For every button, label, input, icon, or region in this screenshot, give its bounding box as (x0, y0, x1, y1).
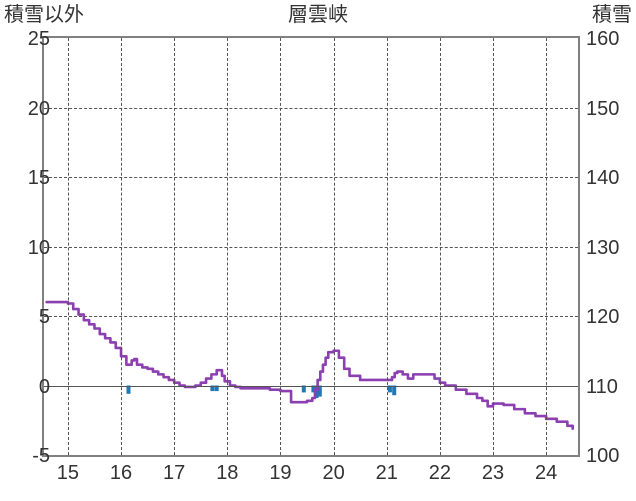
x-axis-tick-label: 24 (534, 462, 558, 484)
left-axis-title: 積雪以外 (4, 4, 84, 26)
precipitation-bar (126, 385, 131, 394)
precipitation-bar (387, 385, 392, 393)
x-axis-tick-label: 18 (216, 462, 239, 484)
x-axis-tick-label: 22 (428, 462, 451, 484)
y-axis-tick-label: 0 (38, 375, 50, 398)
precipitation-bar (210, 385, 215, 392)
chart-svg (45, 300, 574, 430)
y-axis-right-tick-label: 100 (586, 445, 620, 467)
y-axis-tick-label: 25 (27, 28, 50, 50)
x-axis-tick-label: 19 (269, 462, 292, 484)
y-axis-tick-label: -5 (32, 445, 50, 467)
y-axis-tick-label: 5 (38, 306, 50, 328)
horizontal-gridline (44, 177, 578, 178)
zero-line (44, 385, 578, 387)
x-axis-tick-label: 23 (481, 462, 505, 484)
horizontal-gridline (44, 107, 578, 109)
y-axis-right-tick-label: 140 (586, 167, 620, 189)
precipitation-bar (317, 385, 322, 397)
right-axis-title: 積雪 (592, 4, 632, 26)
plot-area (42, 36, 580, 457)
x-axis-tick-label: 20 (322, 462, 345, 484)
y-axis-tick-label: 15 (27, 167, 50, 189)
temperature-line (45, 300, 574, 430)
precipitation-bar (214, 385, 219, 392)
horizontal-gridline (44, 246, 578, 248)
y-axis-right-tick-label: 160 (586, 28, 620, 50)
x-axis-tick-label: 21 (375, 462, 398, 484)
y-axis-tick-label: 20 (27, 97, 50, 120)
y-axis-tick-label: 10 (27, 236, 50, 259)
horizontal-gridline (44, 316, 578, 317)
y-axis-right-tick-label: 130 (586, 236, 620, 259)
y-axis-right-tick-label: 110 (586, 375, 618, 398)
precipitation-bar (311, 385, 316, 393)
x-axis-tick-label: 15 (56, 462, 80, 484)
precipitation-bar (301, 385, 306, 393)
precipitation-bar (392, 385, 397, 396)
y-axis-right-tick-label: 120 (586, 306, 620, 328)
y-axis-right-tick-label: 150 (586, 97, 620, 120)
chart-title: 層雲峡 (288, 4, 348, 26)
precipitation-bar (314, 385, 319, 398)
x-axis-tick-label: 16 (109, 462, 133, 484)
x-axis-tick-label: 17 (163, 462, 186, 484)
